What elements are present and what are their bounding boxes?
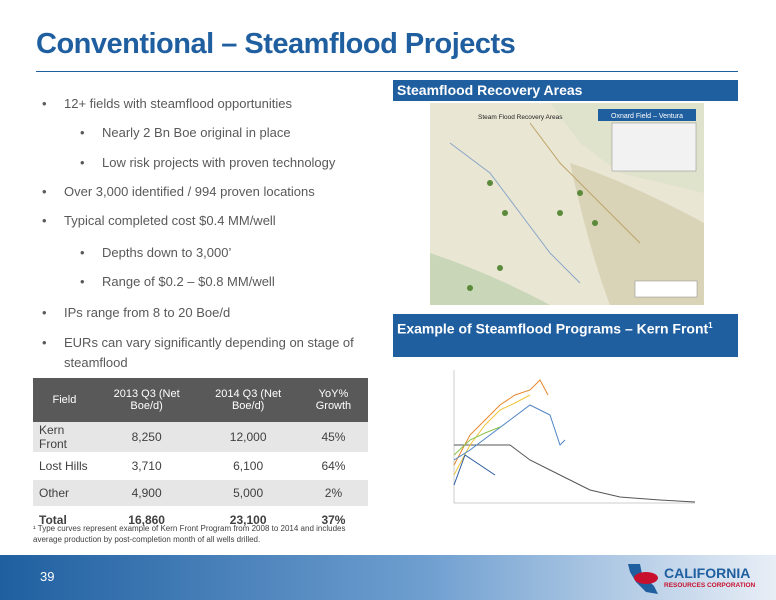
column-header: Field — [33, 378, 96, 422]
table-cell: 4,900 — [95, 479, 198, 507]
bullet: • EURs can vary significantly depending o… — [42, 333, 364, 373]
table-cell: 8,250 — [95, 422, 198, 453]
table-cell: 3,710 — [95, 452, 198, 480]
bullet: • Depths down to 3,000’ — [80, 243, 362, 263]
footnote: ¹ Type curves represent example of Kern … — [33, 524, 346, 544]
bullet-text: 12+ fields with steamflood opportunities — [64, 96, 292, 111]
column-header: YoY% Growth — [298, 378, 368, 422]
table-cell: 5,000 — [197, 479, 299, 507]
page-number: 39 — [40, 569, 55, 584]
bullet-text: EURs can vary significantly depending on… — [64, 335, 354, 370]
table-cell: 23,100 — [197, 506, 299, 534]
bullet-dot: • — [42, 335, 47, 350]
company-subtitle: RESOURCES CORPORATION — [664, 582, 756, 589]
table-row: Total 16,860 23,100 37% — [33, 506, 368, 534]
map-header: Steamflood Recovery Areas — [393, 80, 738, 101]
table-cell: 64% — [298, 452, 368, 480]
programs-header: Example of Steamflood Programs – Kern Fr… — [393, 314, 738, 357]
bullet-text: IPs range from 8 to 20 Boe/d — [64, 305, 231, 320]
bullet-text: Low risk projects with proven technology — [102, 155, 336, 170]
map: Oxnard Field – Ventura Steam Flood Recov… — [430, 103, 704, 305]
slide-title: Conventional – Steamflood Projects — [36, 28, 516, 60]
type-curve-chart — [453, 370, 696, 504]
programs-header-text: Example of Steamflood Programs – Kern Fr… — [397, 320, 709, 337]
bullet-text: Over 3,000 identified / 994 proven locat… — [64, 184, 315, 199]
footnote-mark: 1 — [708, 321, 713, 330]
table-cell: Lost Hills — [33, 452, 96, 480]
bullet: • Low risk projects with proven technolog… — [80, 153, 362, 173]
production-table: Field 2013 Q3 (Net Boe/d) 2014 Q3 (Net Boe… — [33, 378, 368, 534]
bullet-dot: • — [42, 305, 47, 320]
table-row: Other 4,900 5,000 2% — [33, 479, 368, 507]
table-cell: 45% — [298, 422, 368, 453]
bullet-text: Typical completed cost $0.4 MM/well — [64, 213, 276, 228]
table-cell: 16,860 — [95, 506, 198, 534]
bullet-text: Range of $0.2 – $0.8 MM/well — [102, 274, 275, 289]
logo-mark — [628, 564, 658, 594]
bullet-dot: • — [42, 213, 47, 228]
bullet-text: Nearly 2 Bn Boe original in place — [102, 125, 291, 140]
bullet-dot: • — [42, 96, 47, 111]
bullet-dot: • — [80, 155, 85, 170]
bullet-dot: • — [80, 245, 85, 260]
table-row: Lost Hills 3,710 6,100 64% — [33, 452, 368, 480]
table-cell: Total — [33, 506, 96, 534]
map-inset-label: Oxnard Field – Ventura — [611, 113, 683, 120]
title-rule — [36, 71, 738, 72]
table-cell: 6,100 — [197, 452, 299, 480]
bullet: • Typical completed cost $0.4 MM/well — [42, 211, 364, 231]
map-title: Steam Flood Recovery Areas — [478, 114, 563, 121]
table-cell: 37% — [298, 506, 368, 534]
bullet: • IPs range from 8 to 20 Boe/d — [42, 303, 364, 323]
table-cell: Other — [33, 479, 96, 507]
bullet: • Over 3,000 identified / 994 proven loca… — [42, 182, 364, 202]
table-header: Field 2013 Q3 (Net Boe/d) 2014 Q3 (Net Boe… — [33, 378, 368, 422]
bullet-dot: • — [42, 184, 47, 199]
bullet: • Range of $0.2 – $0.8 MM/well — [80, 272, 362, 292]
table-cell: 12,000 — [197, 422, 299, 453]
column-header: 2014 Q3 (Net Boe/d) — [197, 378, 299, 422]
bullet-dot: • — [80, 125, 85, 140]
column-header: 2013 Q3 (Net Boe/d) — [95, 378, 198, 422]
table-cell: Kern Front — [33, 422, 96, 453]
bullet: • 12+ fields with steamflood opportunitie… — [42, 94, 364, 114]
bullet-dot: • — [80, 274, 85, 289]
company-name: CALIFORNIA — [664, 565, 751, 581]
bullet-text: Depths down to 3,000’ — [102, 245, 232, 260]
table-row: Kern Front 8,250 12,000 45% — [33, 422, 368, 453]
bullet: • Nearly 2 Bn Boe original in place — [80, 123, 362, 143]
table-cell: 2% — [298, 479, 368, 507]
